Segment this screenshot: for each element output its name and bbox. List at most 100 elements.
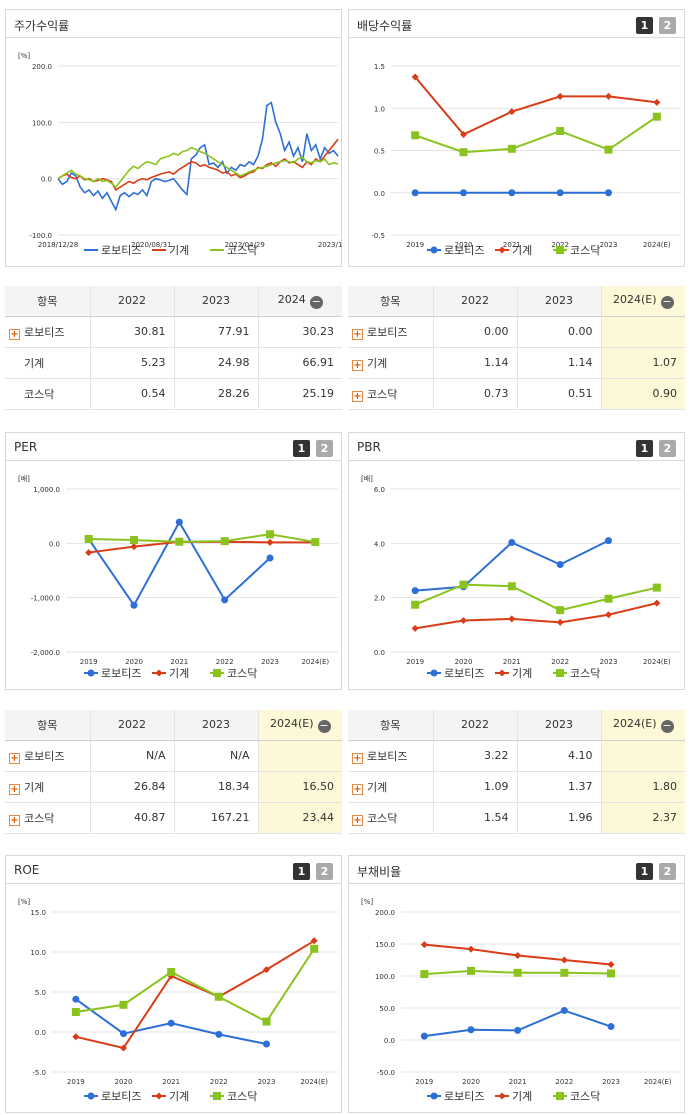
data-point: [514, 1026, 522, 1034]
chart-view-2-button[interactable]: 2: [659, 17, 676, 34]
expand-plus-icon[interactable]: +: [352, 783, 363, 795]
data-point: [607, 969, 615, 978]
legend-marker: [213, 669, 221, 677]
data-point: [411, 189, 419, 197]
legend-item[interactable]: 로보티즈: [84, 667, 141, 680]
value-cell: 0.90: [600, 378, 685, 410]
legend-item[interactable]: 기계: [152, 667, 189, 680]
chart-view-1-button[interactable]: 1: [636, 863, 653, 880]
expand-plus-icon[interactable]: +: [9, 783, 20, 795]
expand-plus-icon[interactable]: +: [352, 359, 363, 371]
legend-item[interactable]: 코스닥: [210, 244, 257, 257]
y-tick-label: 50.0: [379, 1005, 395, 1013]
chart-view-2-button[interactable]: 2: [316, 440, 333, 457]
expand-plus-icon[interactable]: +: [352, 328, 363, 340]
chart-view-2-button[interactable]: 2: [659, 863, 676, 880]
chart-view-2-button[interactable]: 2: [316, 863, 333, 880]
column-header: 2024−: [257, 286, 342, 317]
legend-item[interactable]: 기계: [152, 244, 189, 257]
chart-view-1-button[interactable]: 1: [636, 440, 653, 457]
legend-item[interactable]: 코스닥: [553, 1090, 600, 1103]
legend-label: 코스닥: [227, 244, 257, 257]
dividend-yield-table: 항목 2022 2023 2024(E) − + 로보티즈 0.00 0.00 + 기계 1.14 1.…: [348, 286, 685, 410]
x-tick-label: 2020: [455, 658, 473, 666]
legend-item[interactable]: 코스닥: [210, 1090, 257, 1103]
legend-marker: [155, 1092, 163, 1100]
data-point: [263, 1040, 270, 1048]
value-cell: 0.00: [432, 316, 517, 348]
legend-marker: [556, 1092, 564, 1100]
x-tick-label: 2024(E): [644, 1078, 672, 1086]
y-tick-label: 100.0: [32, 119, 52, 127]
expand-plus-icon[interactable]: +: [352, 814, 363, 826]
data-point: [120, 1044, 127, 1052]
expand-plus-icon[interactable]: +: [352, 752, 363, 764]
legend-item[interactable]: 코스닥: [210, 667, 257, 680]
legend-item[interactable]: 기계: [495, 244, 532, 257]
column-header-label: 2024(E): [269, 716, 314, 730]
data-point: [507, 582, 516, 591]
chart-view-1-button[interactable]: 1: [636, 17, 653, 34]
x-tick-label: 2019: [67, 1078, 85, 1086]
legend-item[interactable]: 기계: [495, 1090, 532, 1103]
y-tick-label: 5.0: [35, 989, 46, 997]
expand-plus-icon[interactable]: +: [352, 390, 363, 402]
legend-item[interactable]: 로보티즈: [427, 1090, 484, 1103]
value-cell: 77.91: [173, 316, 258, 348]
expand-plus-icon[interactable]: +: [9, 752, 20, 764]
data-point: [311, 538, 320, 547]
panel-header: 주가수익률: [6, 10, 341, 38]
chart-view-1-button[interactable]: 1: [293, 863, 310, 880]
x-tick-label: 2019: [406, 658, 424, 666]
column-header: 항목: [348, 286, 433, 317]
data-point: [266, 530, 274, 539]
collapse-icon[interactable]: −: [317, 718, 331, 733]
y-tick-label: 10.0: [30, 949, 46, 957]
legend-item[interactable]: 코스닥: [553, 244, 600, 257]
collapse-icon[interactable]: −: [309, 294, 323, 309]
legend-item[interactable]: 로보티즈: [427, 244, 484, 257]
x-tick-label: 2021: [503, 658, 521, 666]
column-header-label: 2022: [461, 294, 489, 308]
chart-view-1-button[interactable]: 1: [293, 440, 310, 457]
collapse-icon[interactable]: −: [660, 718, 674, 733]
table-row: + 코스닥 40.87 167.21 23.44: [5, 802, 342, 834]
table-row: 기계 5.23 24.98 66.91: [5, 347, 342, 379]
value-cell: 0.73: [432, 378, 517, 410]
column-header-label: 2023: [545, 718, 573, 732]
legend-label: 로보티즈: [101, 667, 141, 680]
collapse-icon[interactable]: −: [660, 294, 674, 309]
y-tick-label: 6.0: [374, 486, 385, 494]
data-point: [607, 960, 615, 968]
row-label: 로보티즈: [24, 325, 65, 339]
legend-item[interactable]: 로보티즈: [84, 244, 141, 257]
column-header-label: 2024(E): [612, 292, 657, 306]
y-tick-label: 4.0: [374, 540, 385, 548]
legend-item[interactable]: 로보티즈: [84, 1090, 141, 1103]
panel-title: 주가수익률: [14, 19, 70, 33]
x-tick-label: 2021: [509, 1078, 527, 1086]
expand-plus-icon[interactable]: +: [9, 328, 20, 340]
column-header: 2024(E) −: [600, 710, 685, 741]
row-label: 기계: [24, 780, 45, 794]
data-point: [556, 189, 564, 197]
value-cell: 0.51: [516, 378, 601, 410]
y-unit-label: [%]: [18, 898, 30, 906]
chart-view-2-button[interactable]: 2: [659, 440, 676, 457]
legend-item[interactable]: 로보티즈: [427, 667, 484, 680]
column-header: 2023: [173, 286, 258, 317]
value-cell: 24.98: [173, 347, 258, 379]
data-point: [310, 944, 319, 953]
legend-item[interactable]: 코스닥: [553, 667, 600, 680]
legend-item[interactable]: 기계: [495, 667, 532, 680]
y-tick-label: -2,000.0: [31, 649, 60, 657]
x-tick-label: 2023: [600, 241, 618, 249]
per-chart: [배] -2,000.0 -1,000.0 0.0 1,000.0 2019 2020 202…: [18, 474, 338, 680]
legend-item[interactable]: 기계: [152, 1090, 189, 1103]
expand-plus-icon[interactable]: +: [9, 814, 20, 826]
table-row: + 기계 1.14 1.14 1.07: [348, 347, 685, 379]
row-label-cell: + 코스닥: [348, 378, 433, 410]
legend-label: 로보티즈: [101, 244, 141, 257]
